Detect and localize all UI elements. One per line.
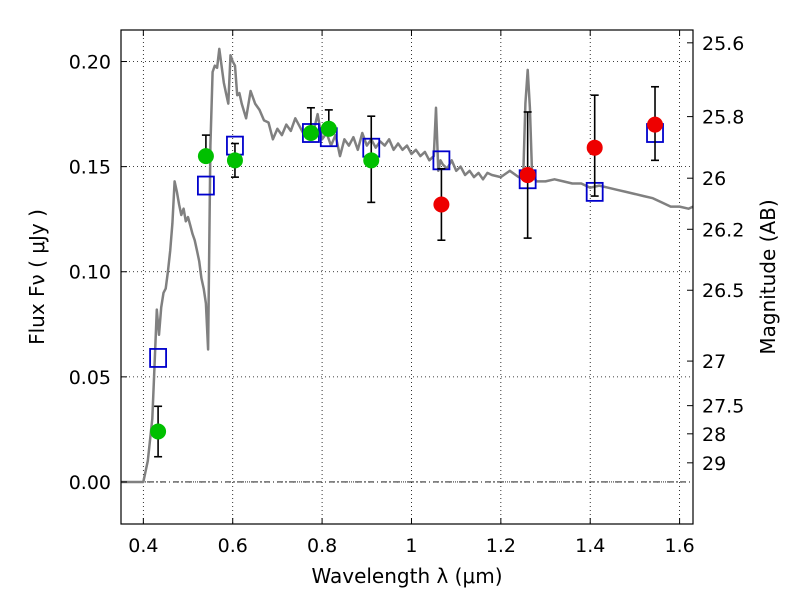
x-tick-label: 1.2 xyxy=(486,535,516,557)
x-tick-label: 1 xyxy=(405,535,417,557)
observed-point xyxy=(226,152,243,169)
observed-point xyxy=(363,152,380,169)
plot-frame xyxy=(120,29,694,525)
mag-tick-label: 26.5 xyxy=(702,280,744,302)
observed-point xyxy=(150,423,167,440)
y-axis-label: Flux Fν ( μJy ) xyxy=(25,209,49,345)
x-tick-label: 0.6 xyxy=(218,535,248,557)
mag-tick-label: 27 xyxy=(702,351,726,373)
y-axis-right-label: Magnitude (AB) xyxy=(756,199,780,354)
mag-tick-label: 25.6 xyxy=(702,33,744,55)
observed-point xyxy=(433,196,450,213)
mag-tick-label: 25.8 xyxy=(702,107,744,129)
mag-tick-label: 29 xyxy=(702,453,726,475)
observed-point xyxy=(197,148,214,165)
y-tick-label: 0.05 xyxy=(69,367,111,389)
y-tick-label: 0.15 xyxy=(69,157,111,179)
y-tick-label: 0.00 xyxy=(69,472,111,494)
model-band-square xyxy=(197,175,215,196)
x-tick-label: 1.4 xyxy=(575,535,605,557)
mag-tick-label: 28 xyxy=(702,424,726,446)
sed-model-line xyxy=(121,47,693,484)
x-axis-label: Wavelength λ (μm) xyxy=(311,564,502,588)
x-tick-label: 0.4 xyxy=(128,535,158,557)
y-tick-label: 0.20 xyxy=(69,52,111,74)
model-band-square xyxy=(149,348,167,368)
observed-point xyxy=(302,125,319,142)
data-layer xyxy=(121,47,693,484)
x-tick-label: 0.8 xyxy=(307,535,337,557)
mag-tick-label: 26 xyxy=(702,168,726,190)
observed-point xyxy=(586,139,603,156)
grid xyxy=(121,30,693,524)
mag-tick-label: 27.5 xyxy=(702,396,744,418)
mag-tick-label: 26.2 xyxy=(702,219,744,241)
observed-point xyxy=(320,120,337,137)
observed-point xyxy=(647,116,664,133)
ticks: 0.4 0.6 0.8 1 1.2 1.4 1.6 0.00 0.05 0.10 0.15 0.20 2… xyxy=(69,30,744,557)
observed-point xyxy=(519,167,536,184)
y-tick-label: 0.10 xyxy=(69,262,111,284)
x-tick-label: 1.6 xyxy=(664,535,694,557)
